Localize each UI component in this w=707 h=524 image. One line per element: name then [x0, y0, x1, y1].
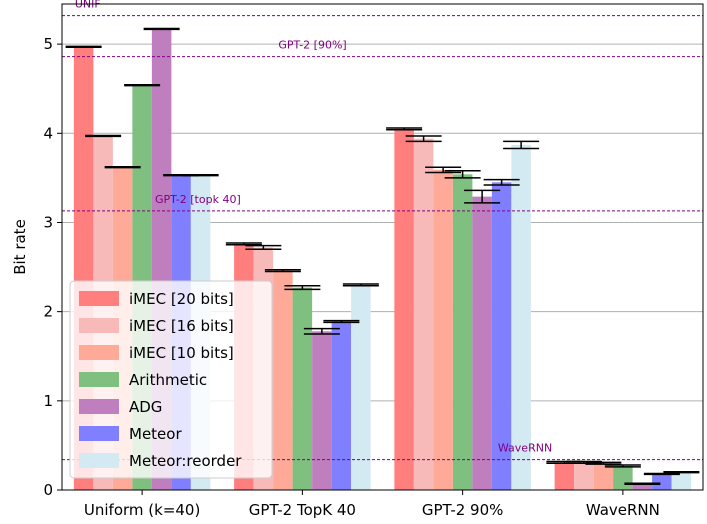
x-tick-label: GPT-2 90%	[422, 501, 504, 519]
reference-line-label: GPT-2 [topk 40]	[155, 193, 241, 206]
reference-line-label: WaveRNN	[498, 442, 552, 455]
legend-swatch	[79, 399, 119, 414]
bar	[472, 196, 492, 490]
legend-swatch	[79, 372, 119, 387]
error-bar	[503, 140, 540, 150]
x-tick-label: WaveRNN	[586, 501, 660, 519]
reference-line-label: GPT-2 [90%]	[278, 39, 346, 52]
bar	[331, 321, 352, 490]
bar	[312, 331, 332, 490]
legend-label: ADG	[129, 398, 162, 416]
bar	[452, 174, 473, 490]
bar	[574, 462, 594, 490]
bar	[433, 169, 453, 490]
bar	[351, 284, 371, 490]
bar	[613, 465, 633, 490]
error-bar	[386, 127, 423, 131]
legend-label: Meteor	[129, 425, 182, 443]
bar	[413, 138, 434, 491]
x-tick-label: GPT-2 TopK 40	[249, 501, 356, 519]
bar	[394, 128, 414, 490]
error-bar	[303, 327, 340, 335]
y-tick-label: 0	[43, 481, 53, 499]
legend: iMEC [20 bits] iMEC [16 bits] iMEC [10 bit…	[69, 280, 273, 479]
error-bar	[425, 166, 462, 174]
error-bar	[225, 242, 262, 246]
bar	[632, 483, 653, 490]
bar	[491, 182, 512, 490]
legend-swatch	[79, 426, 119, 441]
legend-swatch	[79, 345, 119, 360]
error-bar	[585, 461, 622, 465]
error-bar	[444, 170, 481, 179]
reference-line-label: UNIF	[75, 0, 101, 11]
plot-frame	[61, 3, 704, 491]
y-tick-label: 4	[43, 124, 53, 142]
bar	[652, 473, 672, 490]
x-tick-label: Uniform (k=40)	[84, 501, 200, 519]
bar	[511, 144, 531, 490]
error-bar	[245, 244, 282, 250]
x-axis-ticks: Uniform (k=40) GPT-2 TopK 40 GPT-2 90% Wave…	[84, 490, 660, 519]
y-tick-label: 3	[43, 213, 53, 231]
legend-label: iMEC [20 bits]	[129, 290, 234, 308]
error-bar	[464, 189, 501, 204]
error-bar	[264, 268, 301, 273]
errorbar-group	[65, 27, 700, 485]
legend-box	[69, 280, 273, 479]
error-bar	[483, 178, 520, 186]
bar	[273, 270, 293, 490]
legend-swatch	[79, 291, 119, 306]
legend-label: iMEC [16 bits]	[129, 317, 234, 335]
y-tick-label: 2	[43, 303, 53, 321]
error-bar	[565, 460, 602, 464]
legend-label: iMEC [10 bits]	[129, 344, 234, 362]
error-bar	[604, 464, 641, 468]
y-axis-ticks: 0 1 2 3 4 5	[43, 35, 62, 499]
bar	[593, 463, 614, 490]
legend-label: Arithmetic	[129, 371, 207, 389]
y-tick-label: 1	[43, 392, 53, 410]
bar	[292, 287, 313, 490]
error-bar	[284, 285, 321, 291]
legend-swatch	[79, 453, 119, 468]
error-bar	[342, 283, 379, 287]
legend-swatch	[79, 318, 119, 333]
error-bar	[405, 135, 442, 143]
legend-label: Meteor:reorder	[129, 452, 242, 470]
error-bar	[323, 319, 360, 324]
y-axis-label: Bit rate	[11, 219, 29, 275]
bar	[671, 472, 692, 490]
y-tick-label: 5	[43, 35, 53, 53]
bar	[554, 462, 575, 490]
